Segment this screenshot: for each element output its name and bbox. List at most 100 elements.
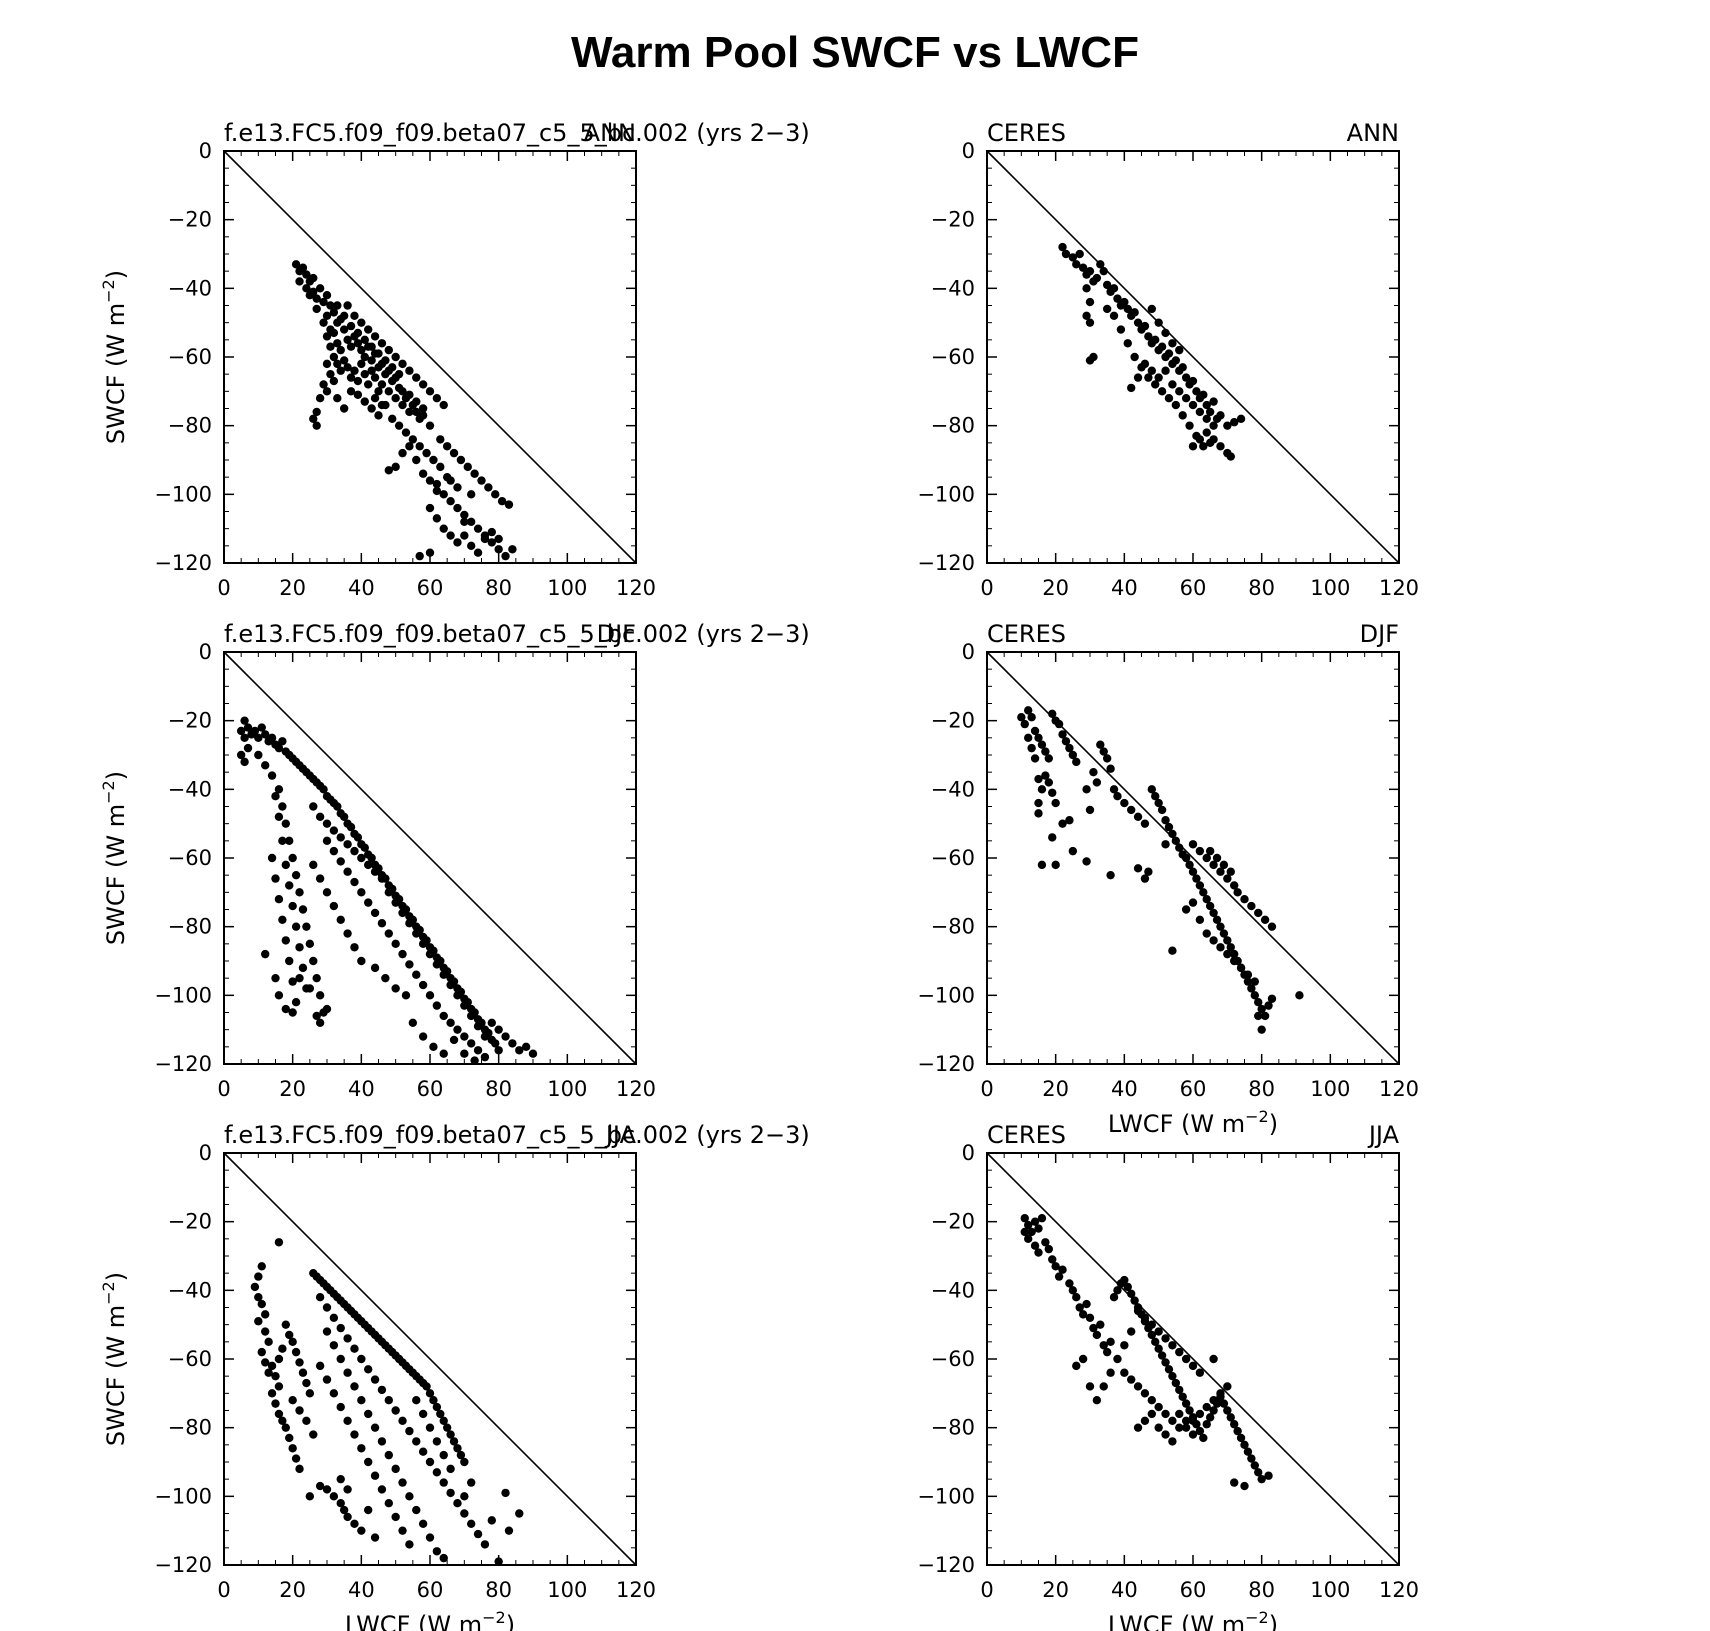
y-tick-label: −100 bbox=[917, 482, 975, 506]
x-tick-label: 120 bbox=[1379, 1077, 1419, 1101]
scatter-point bbox=[1247, 1454, 1256, 1463]
scatter-point bbox=[1257, 1474, 1266, 1484]
scatter-point bbox=[326, 369, 335, 379]
y-axis-title: SWCF (W m−2) bbox=[99, 1272, 130, 1446]
scatter-panel-6: 0 20 40 60 80 100 120 0 −20 −40 −60 −80 −100 −120 CERE… bbox=[917, 1121, 1419, 1631]
scatter-point bbox=[501, 1032, 510, 1041]
scatter-point bbox=[250, 726, 260, 736]
scatter-point bbox=[1072, 260, 1081, 269]
scatter-point bbox=[1140, 874, 1150, 883]
scatter-point bbox=[1219, 929, 1229, 938]
scatter-point bbox=[405, 390, 414, 399]
scatter-point bbox=[391, 1406, 400, 1415]
scatter-point bbox=[1037, 740, 1047, 749]
panel-left-label: CERES bbox=[987, 620, 1066, 648]
x-tick-label: 20 bbox=[279, 576, 306, 600]
scatter-point bbox=[388, 363, 397, 372]
scatter-point bbox=[288, 1396, 297, 1405]
scatter-point bbox=[1240, 1481, 1249, 1491]
x-tick-label: 120 bbox=[616, 576, 656, 600]
scatter-point bbox=[1072, 757, 1081, 767]
scatter-point bbox=[1116, 325, 1126, 334]
scatter-point bbox=[364, 1409, 373, 1419]
scatter-point bbox=[501, 1488, 510, 1498]
scatter-point bbox=[285, 881, 294, 890]
scatter-point bbox=[1168, 829, 1177, 839]
scatter-point bbox=[1120, 798, 1129, 808]
scatter-point bbox=[1106, 1337, 1115, 1347]
scatter-point bbox=[336, 1474, 345, 1484]
scatter-point bbox=[1154, 798, 1163, 808]
scatter-point bbox=[1209, 1396, 1218, 1405]
scatter-point bbox=[473, 1046, 483, 1055]
scatter-point bbox=[446, 476, 455, 485]
scatter-point bbox=[467, 1039, 476, 1048]
scatter-point bbox=[261, 1358, 270, 1367]
scatter-point bbox=[295, 277, 304, 286]
scatter-point bbox=[353, 339, 363, 348]
scatter-point bbox=[261, 761, 270, 770]
scatter-point bbox=[480, 1032, 490, 1041]
scatter-point bbox=[357, 956, 366, 966]
scatter-point bbox=[1185, 860, 1194, 870]
scatter-point bbox=[1154, 318, 1163, 327]
scatter-point bbox=[1044, 778, 1054, 787]
scatter-point bbox=[391, 394, 400, 403]
scatter-point bbox=[1188, 1361, 1198, 1371]
scatter-point bbox=[1065, 1279, 1074, 1288]
scatter-point bbox=[484, 483, 493, 492]
scatter-point bbox=[305, 1389, 315, 1398]
panel-left-label: f.e13.FC5.f09_f09.beta07_c5_5_bc.002 (yr… bbox=[224, 620, 810, 648]
scatter-point bbox=[322, 836, 332, 846]
scatter-point bbox=[453, 991, 462, 1000]
scatter-point bbox=[264, 1337, 273, 1347]
scatter-point bbox=[343, 1334, 352, 1343]
x-tick-label: 100 bbox=[547, 576, 587, 600]
scatter-point bbox=[357, 853, 366, 863]
scatter-point bbox=[1123, 339, 1132, 348]
scatter-point bbox=[1154, 1402, 1163, 1412]
x-tick-label: 80 bbox=[1248, 576, 1275, 600]
scatter-point bbox=[1240, 1440, 1249, 1450]
scatter-point bbox=[261, 1310, 270, 1319]
scatter-point bbox=[281, 1320, 290, 1329]
scatter-point bbox=[295, 973, 304, 983]
scatter-point bbox=[370, 1423, 380, 1432]
scatter-point bbox=[329, 1389, 339, 1398]
scatter-point bbox=[1041, 771, 1050, 780]
scatter-point bbox=[1168, 1437, 1177, 1446]
scatter-point bbox=[377, 919, 387, 928]
scatter-point bbox=[274, 743, 284, 753]
scatter-point bbox=[418, 469, 428, 478]
scatter-point bbox=[285, 836, 294, 846]
y-tick-label: −100 bbox=[154, 482, 212, 506]
scatter-point bbox=[326, 325, 335, 334]
scatter-point bbox=[274, 812, 284, 821]
scatter-point bbox=[446, 497, 455, 506]
scatter-point bbox=[1202, 428, 1211, 437]
scatter-point bbox=[360, 352, 369, 362]
scatter-point bbox=[425, 1423, 435, 1432]
scatter-point bbox=[312, 1011, 321, 1021]
scatter-point bbox=[473, 1022, 483, 1031]
scatter-point bbox=[1075, 249, 1084, 259]
scatter-point bbox=[271, 973, 280, 983]
scatter-point bbox=[364, 325, 373, 334]
scatter-point bbox=[432, 1437, 442, 1446]
x-tick-label: 0 bbox=[980, 1077, 993, 1101]
scatter-point bbox=[1151, 792, 1160, 801]
scatter-point bbox=[1157, 342, 1167, 351]
scatter-point bbox=[309, 860, 318, 870]
scatter-point bbox=[1048, 788, 1057, 797]
scatter-point bbox=[1030, 1217, 1040, 1226]
scatter-point bbox=[1020, 1227, 1029, 1237]
scatter-point bbox=[309, 1430, 318, 1439]
scatter-point bbox=[460, 1001, 469, 1010]
scatter-point bbox=[1212, 853, 1222, 863]
scatter-point bbox=[384, 1396, 393, 1405]
x-tick-label: 80 bbox=[485, 1077, 512, 1101]
scatter-point bbox=[1178, 1392, 1187, 1401]
scatter-point bbox=[1175, 345, 1184, 355]
scatter-point bbox=[333, 394, 342, 403]
